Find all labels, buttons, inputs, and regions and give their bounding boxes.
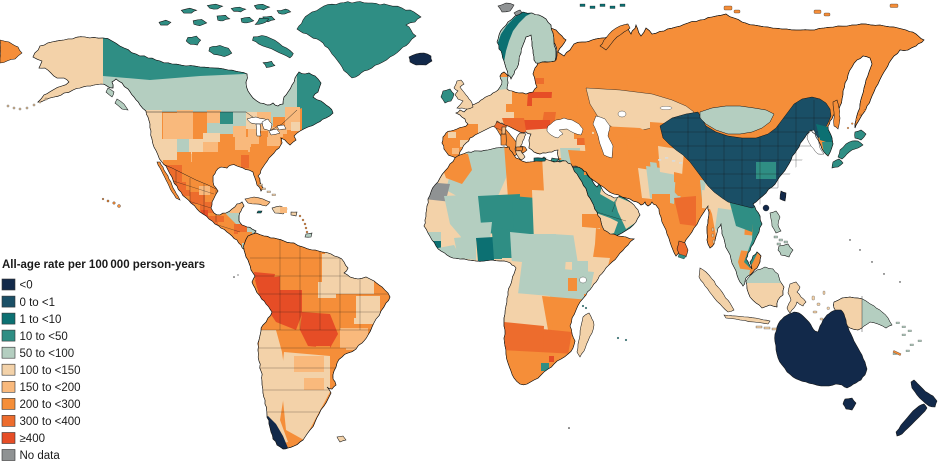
svg-text:<0: <0 xyxy=(20,280,33,292)
svg-text:All-age rate per 100 000 perso: All-age rate per 100 000 person-years xyxy=(2,259,205,271)
svg-text:100 to <150: 100 to <150 xyxy=(20,365,81,377)
svg-text:200 to <300: 200 to <300 xyxy=(20,399,81,411)
svg-text:1 to <10: 1 to <10 xyxy=(20,314,62,326)
svg-text:50 to <100: 50 to <100 xyxy=(20,348,75,360)
svg-text:≥400: ≥400 xyxy=(20,433,46,445)
svg-text:150 to <200: 150 to <200 xyxy=(20,382,81,394)
svg-text:0 to <1: 0 to <1 xyxy=(20,297,56,309)
svg-text:300 to <400: 300 to <400 xyxy=(20,416,81,428)
svg-text:10 to <50: 10 to <50 xyxy=(20,331,68,343)
svg-text:No data: No data xyxy=(20,450,61,461)
